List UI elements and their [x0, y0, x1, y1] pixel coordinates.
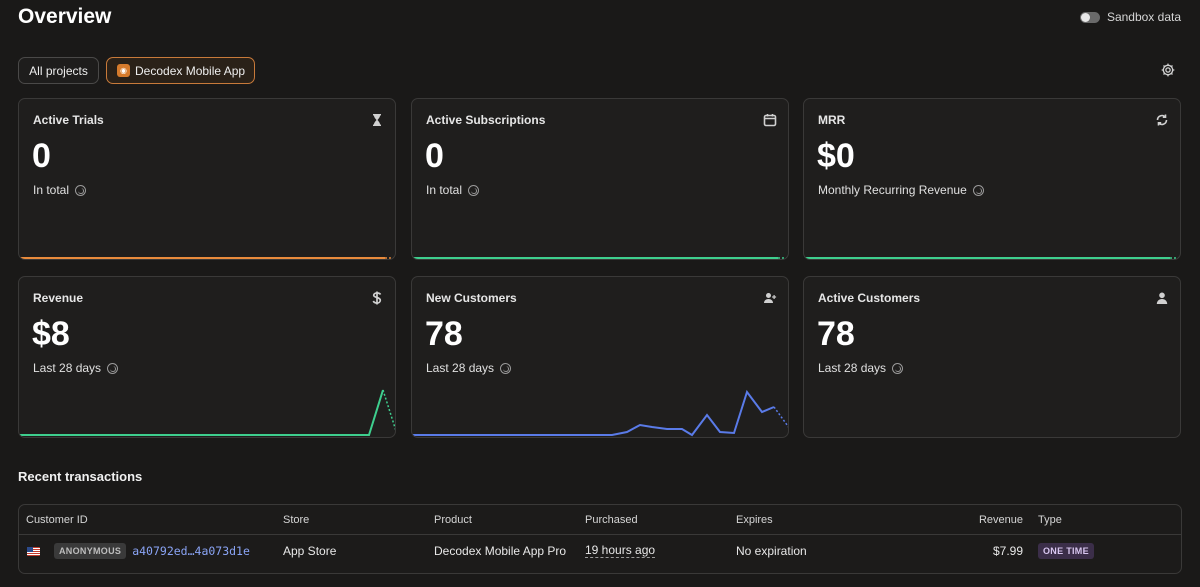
sparkline — [804, 257, 1180, 259]
col-product[interactable]: Product — [434, 514, 472, 526]
app-icon: ◉ — [117, 64, 130, 77]
col-revenue[interactable]: Revenue — [978, 514, 1023, 526]
purchased-time[interactable]: 19 hours ago — [585, 543, 656, 558]
card-mrr[interactable]: MRR $0 Monthly Recurring Revenue — [803, 98, 1181, 260]
card-new-customers[interactable]: New Customers 78 Last 28 days — [411, 276, 789, 438]
product-cell: Decodex Mobile App Pro — [434, 544, 567, 558]
recent-transactions-title: Recent transactions — [18, 469, 143, 484]
card-value: 0 — [32, 137, 51, 175]
info-icon[interactable] — [107, 362, 119, 374]
dollar-icon — [372, 291, 382, 305]
customer-cell[interactable]: ANONYMOUS a40792ed…4a073d1e — [27, 536, 250, 566]
store-cell: App Store — [283, 544, 337, 558]
card-revenue[interactable]: Revenue $8 Last 28 days — [18, 276, 396, 438]
gear-icon[interactable] — [1160, 62, 1176, 78]
info-icon[interactable] — [500, 362, 512, 374]
col-type[interactable]: Type — [1038, 514, 1062, 526]
project-label: Decodex Mobile App — [135, 63, 246, 78]
card-value: 78 — [425, 315, 463, 353]
purchased-cell: 19 hours ago — [585, 536, 656, 566]
card-title: New Customers — [426, 291, 517, 305]
sparkline — [19, 389, 395, 436]
type-badge: ONE TIME — [1038, 543, 1094, 559]
card-subtitle: Last 28 days — [426, 361, 512, 375]
type-cell: ONE TIME — [1038, 536, 1094, 566]
user-plus-icon — [764, 293, 777, 303]
col-purchased[interactable]: Purchased — [585, 514, 638, 526]
revenue-cell: $7.99 — [992, 544, 1023, 558]
card-subtitle: Last 28 days — [33, 361, 119, 375]
card-title: Revenue — [33, 291, 84, 305]
card-subtitle: In total — [426, 183, 480, 197]
transactions-table: Customer ID Store Product Purchased Expi… — [18, 504, 1182, 574]
card-subtitle-text: Last 28 days — [426, 361, 495, 375]
toggle-switch[interactable] — [1079, 11, 1100, 23]
card-value: $8 — [32, 315, 70, 353]
card-subtitle: Last 28 days — [818, 361, 904, 375]
sparkline — [412, 257, 788, 259]
card-active-subscriptions[interactable]: Active Subscriptions 0 In total — [411, 98, 789, 260]
us-flag-icon — [27, 546, 40, 556]
card-subtitle-text: Last 28 days — [818, 361, 887, 375]
calendar-icon — [763, 114, 777, 127]
customer-id-link[interactable]: a40792ed…4a073d1e — [132, 544, 250, 558]
col-customer-id[interactable]: Customer ID — [26, 514, 88, 526]
sandbox-label: Sandbox data — [1106, 10, 1181, 24]
sandbox-toggle[interactable]: Sandbox data — [1079, 10, 1181, 24]
card-title: MRR — [818, 113, 846, 127]
table-header: Customer ID Store Product Purchased Expi… — [19, 505, 1181, 535]
col-expires[interactable]: Expires — [736, 514, 773, 526]
anonymous-badge: ANONYMOUS — [54, 543, 127, 559]
table-row[interactable]: ANONYMOUS a40792ed…4a073d1e App Store De… — [19, 536, 1181, 566]
card-title: Active Subscriptions — [426, 113, 546, 127]
card-title: Active Trials — [33, 113, 104, 127]
card-value: 0 — [425, 137, 444, 175]
card-subtitle: Monthly Recurring Revenue — [818, 183, 984, 197]
info-icon[interactable] — [892, 362, 904, 374]
all-projects-button[interactable]: All projects — [18, 57, 99, 84]
card-value: 78 — [817, 315, 855, 353]
expires-cell: No expiration — [736, 544, 807, 558]
card-value: $0 — [817, 137, 855, 175]
sparkline — [412, 389, 788, 437]
col-store[interactable]: Store — [283, 514, 310, 526]
card-title: Active Customers — [818, 291, 921, 305]
card-subtitle: In total — [33, 183, 87, 197]
info-icon[interactable] — [972, 184, 984, 196]
user-icon — [1156, 292, 1168, 304]
refresh-icon — [1156, 114, 1168, 126]
card-subtitle-text: In total — [426, 183, 463, 197]
card-subtitle-text: In total — [33, 183, 70, 197]
card-subtitle-text: Monthly Recurring Revenue — [818, 183, 967, 197]
card-active-customers[interactable]: Active Customers 78 Last 28 days — [803, 276, 1181, 438]
sparkline — [19, 257, 395, 259]
page-title: Overview — [18, 5, 112, 28]
card-subtitle-text: Last 28 days — [33, 361, 102, 375]
project-decodex-button[interactable]: ◉ Decodex Mobile App — [106, 57, 255, 84]
hourglass-icon — [373, 114, 381, 126]
card-active-trials[interactable]: Active Trials 0 In total — [18, 98, 396, 260]
info-icon[interactable] — [468, 184, 480, 196]
all-projects-label: All projects — [29, 63, 88, 78]
info-icon[interactable] — [75, 184, 87, 196]
